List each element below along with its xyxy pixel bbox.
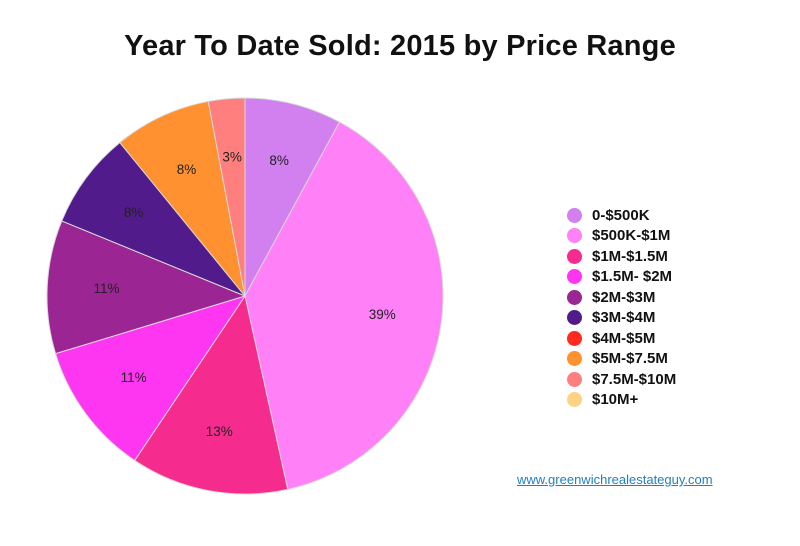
legend-item: $5M-$7.5M bbox=[567, 349, 676, 370]
pie-slice-7-5m-10m bbox=[207, 97, 246, 297]
legend-label: $7.5M-$10M bbox=[592, 370, 677, 388]
slice-value-label: 11% bbox=[121, 370, 147, 385]
pie-slice-0-500k bbox=[244, 97, 341, 297]
legend-swatch bbox=[567, 289, 582, 305]
legend-label: 0-$500K bbox=[592, 206, 650, 224]
pie-slices bbox=[46, 97, 444, 495]
pie-slice-1-5m-2m bbox=[54, 295, 247, 462]
legend-item: $3M-$4M bbox=[567, 308, 676, 329]
legend-item: 0-$500K bbox=[567, 205, 676, 226]
legend-label: $4M-$5M bbox=[592, 329, 656, 347]
pie-labels: 8% 39% 13% 11% 11% 8% 8% 3% bbox=[94, 150, 396, 439]
slice-value-label: 8% bbox=[124, 205, 144, 220]
legend-label: $1M-$1.5M bbox=[592, 247, 668, 265]
slice-value-label: 11% bbox=[94, 281, 120, 296]
legend-label: $2M-$3M bbox=[592, 288, 656, 306]
slice-value-label: 8% bbox=[269, 153, 289, 168]
pie-slice-5m-7-5m bbox=[119, 100, 246, 297]
legend-item: $7.5M-$10M bbox=[567, 369, 676, 390]
legend-item: $2M-$3M bbox=[567, 287, 676, 308]
legend-swatch bbox=[567, 310, 582, 326]
source-link[interactable]: www.greenwichrealestateguy.com bbox=[517, 472, 713, 487]
legend-item: $10M+ bbox=[567, 390, 676, 411]
legend-swatch bbox=[567, 207, 582, 223]
legend-item: $1.5M- $2M bbox=[567, 267, 676, 288]
legend-label: $10M+ bbox=[592, 391, 639, 409]
pie-slice-1m-1-5m bbox=[133, 294, 289, 495]
pie-slice-2m-3m bbox=[46, 220, 247, 355]
legend-swatch bbox=[567, 330, 582, 346]
legend-label: $5M-$7.5M bbox=[592, 350, 668, 368]
legend-swatch bbox=[567, 392, 582, 408]
slice-value-label: 3% bbox=[222, 150, 242, 165]
legend-label: $1.5M- $2M bbox=[592, 268, 673, 286]
legend-item: $4M-$5M bbox=[567, 328, 676, 349]
legend-swatch bbox=[567, 269, 582, 285]
slice-value-label: 8% bbox=[177, 162, 197, 177]
legend: 0-$500K $500K-$1M $1M-$1.5M $1.5M- $2M $2M-$… bbox=[567, 205, 676, 410]
legend-swatch bbox=[567, 351, 582, 367]
legend-label: $500K-$1M bbox=[592, 227, 671, 245]
legend-item: $1M-$1.5M bbox=[567, 246, 676, 267]
legend-swatch bbox=[567, 371, 582, 387]
legend-swatch bbox=[567, 228, 582, 244]
slice-value-label: 39% bbox=[369, 307, 396, 322]
chart-title: Year To Date Sold: 2015 by Price Range bbox=[124, 30, 676, 62]
legend-label: $3M-$4M bbox=[592, 309, 656, 327]
pie-slice-500k-1m bbox=[244, 121, 444, 490]
legend-swatch bbox=[567, 248, 582, 264]
slice-value-label: 13% bbox=[206, 424, 233, 439]
legend-item: $500K-$1M bbox=[567, 226, 676, 247]
pie-slice-3m-4m bbox=[61, 141, 246, 297]
